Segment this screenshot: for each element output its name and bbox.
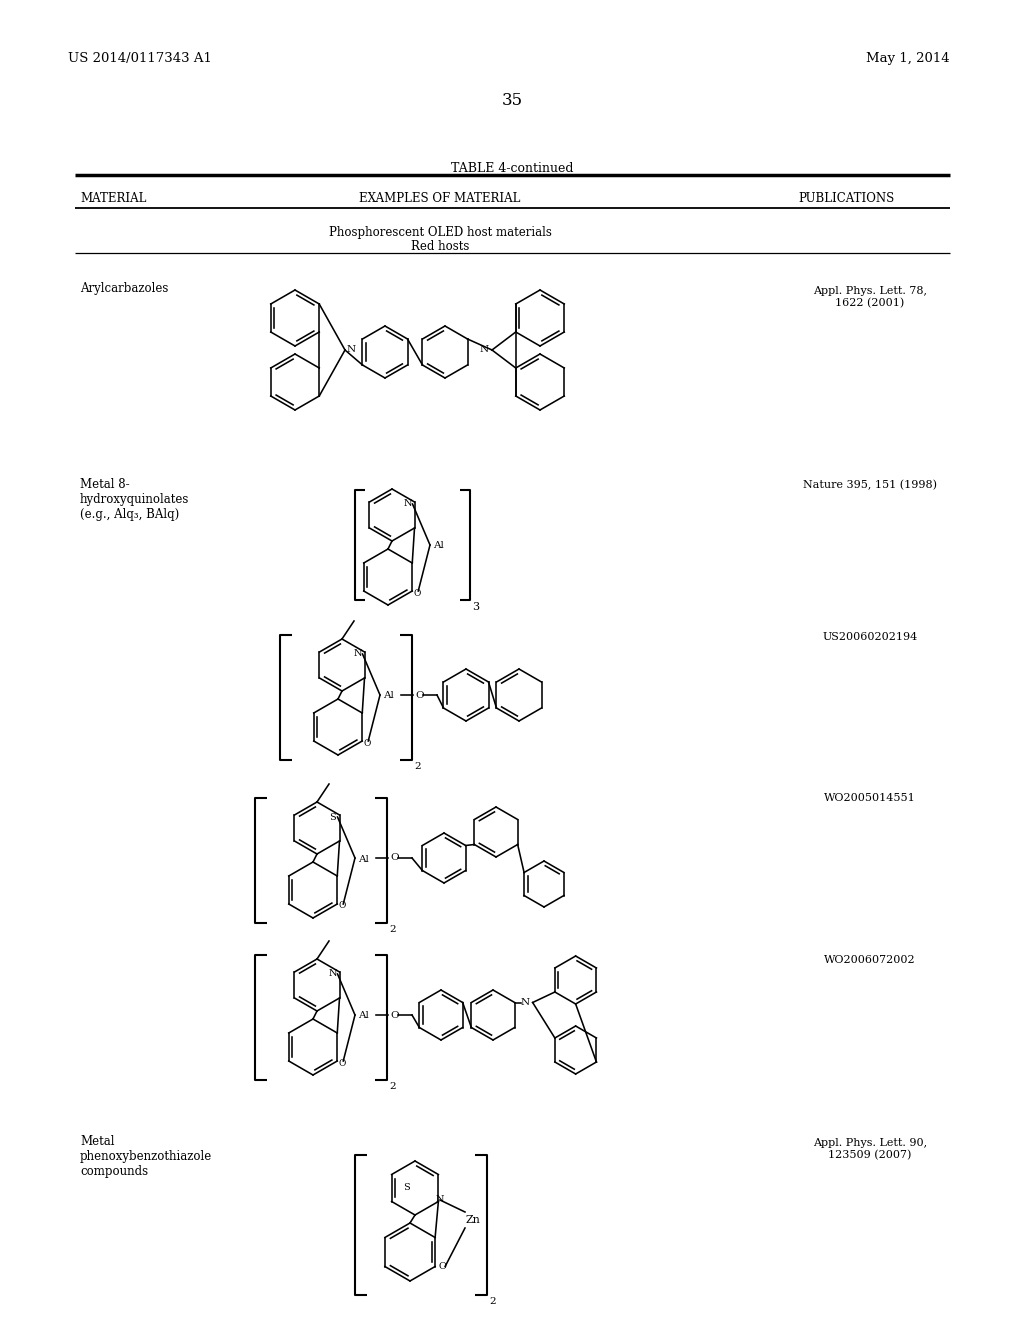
Text: Metal
phenoxybenzothiazole
compounds: Metal phenoxybenzothiazole compounds [80, 1135, 212, 1177]
Text: TABLE 4-continued: TABLE 4-continued [451, 162, 573, 176]
Text: N: N [520, 998, 529, 1007]
Text: Al: Al [383, 692, 394, 701]
Text: Al: Al [433, 541, 443, 550]
Text: O: O [414, 589, 421, 598]
Text: S: S [403, 1184, 411, 1192]
Text: Arylcarbazoles: Arylcarbazoles [80, 282, 168, 294]
Text: Nature 395, 151 (1998): Nature 395, 151 (1998) [803, 480, 937, 490]
Text: MATERIAL: MATERIAL [80, 191, 146, 205]
Text: N: N [403, 499, 412, 508]
Text: Phosphorescent OLED host materials: Phosphorescent OLED host materials [329, 226, 552, 239]
Text: Metal 8-
hydroxyquinolates
(e.g., Alq₃, BAlq): Metal 8- hydroxyquinolates (e.g., Alq₃, … [80, 478, 189, 521]
Text: 2: 2 [389, 1082, 395, 1092]
Text: O: O [390, 1011, 398, 1019]
Text: Zn: Zn [466, 1214, 481, 1225]
Text: O: O [390, 854, 398, 862]
Text: Appl. Phys. Lett. 78,
1622 (2001): Appl. Phys. Lett. 78, 1622 (2001) [813, 286, 927, 308]
Text: EXAMPLES OF MATERIAL: EXAMPLES OF MATERIAL [359, 191, 520, 205]
Text: PUBLICATIONS: PUBLICATIONS [799, 191, 895, 205]
Text: O: O [338, 902, 346, 911]
Text: 35: 35 [502, 92, 522, 110]
Text: N: N [353, 649, 361, 659]
Text: N: N [436, 1196, 444, 1204]
Text: Red hosts: Red hosts [411, 240, 469, 253]
Text: US 2014/0117343 A1: US 2014/0117343 A1 [68, 51, 212, 65]
Text: O: O [438, 1262, 446, 1271]
Text: N: N [329, 969, 337, 978]
Text: WO2006072002: WO2006072002 [824, 954, 915, 965]
Text: US20060202194: US20060202194 [822, 632, 918, 642]
Text: 2: 2 [489, 1298, 496, 1305]
Text: 2: 2 [414, 762, 421, 771]
Text: S: S [329, 813, 336, 821]
Text: Al: Al [358, 1011, 369, 1020]
Text: O: O [338, 1059, 346, 1068]
Text: O: O [415, 690, 424, 700]
Text: N: N [347, 345, 356, 354]
Text: O: O [364, 738, 371, 747]
Text: May 1, 2014: May 1, 2014 [866, 51, 950, 65]
Text: N: N [480, 345, 489, 354]
Text: Appl. Phys. Lett. 90,
123509 (2007): Appl. Phys. Lett. 90, 123509 (2007) [813, 1138, 927, 1160]
Text: 3: 3 [472, 602, 479, 612]
Text: 2: 2 [389, 925, 395, 935]
Text: Al: Al [358, 854, 369, 863]
Text: WO2005014551: WO2005014551 [824, 793, 915, 803]
